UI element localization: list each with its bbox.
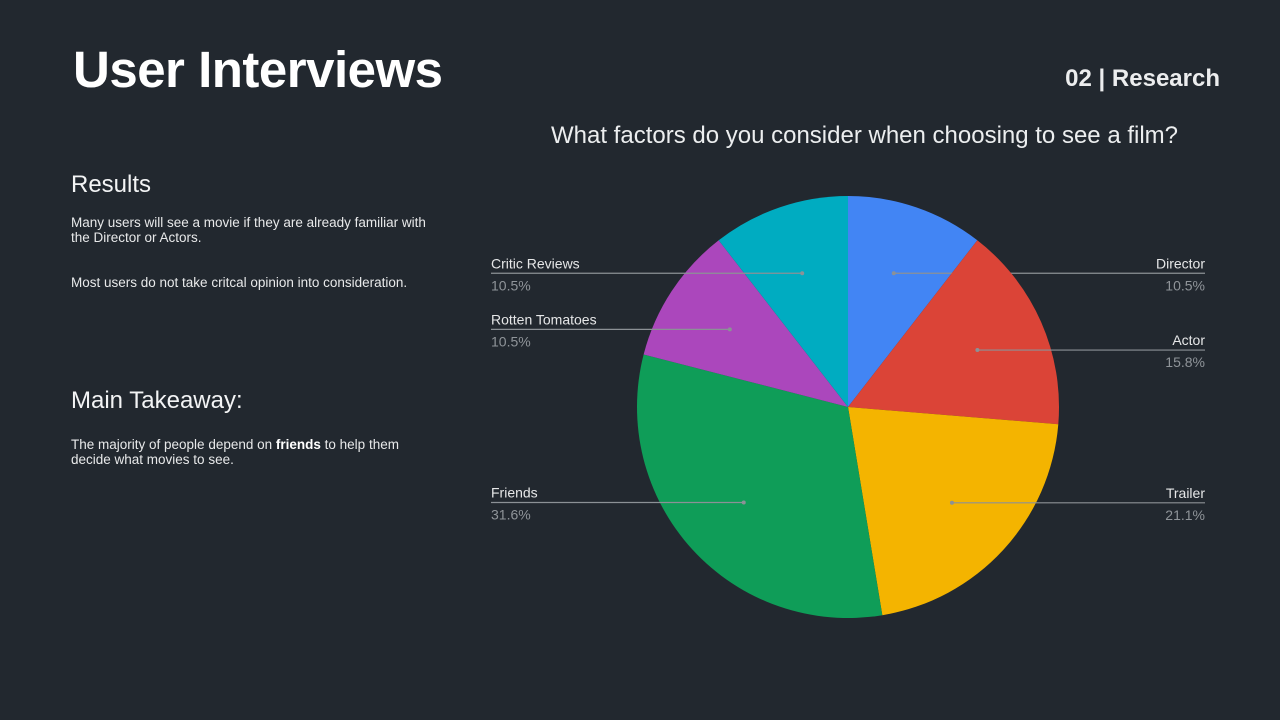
section-tag: 02 | Research: [1065, 65, 1220, 92]
takeaway-block: Main Takeaway: The majority of people de…: [71, 386, 441, 467]
results-paragraph-2: Most users do not take critcal opinion i…: [71, 275, 408, 290]
page-title: User Interviews: [73, 41, 443, 98]
pie-slice-actor: [848, 240, 1060, 425]
slice-percent-director: 10.5%: [1165, 277, 1205, 293]
chart-title: What factors do you consider when choosi…: [551, 122, 1178, 149]
results-block: Results Many users will see a movie if t…: [71, 170, 441, 290]
pie-slice-rotten-tomatoes: [643, 240, 848, 407]
slice-label-rotten-tomatoes: Rotten Tomatoes: [491, 311, 597, 327]
slice-label-friends: Friends: [491, 484, 538, 500]
callout-dot-friends: [741, 500, 746, 505]
takeaway-text-after: to help them decide what movies to see.: [71, 437, 399, 467]
slice-label-trailer: Trailer: [1166, 485, 1205, 501]
callout-dot-trailer: [949, 500, 954, 505]
callout-dot-rotten-tomatoes: [727, 327, 732, 332]
slice-label-critic-reviews: Critic Reviews: [491, 255, 580, 271]
slice-percent-critic-reviews: 10.5%: [491, 277, 531, 293]
slice-label-director: Director: [1156, 255, 1205, 271]
takeaway-paragraph: The majority of people depend on friends…: [71, 437, 441, 467]
pie-slice-critic-reviews: [718, 196, 848, 407]
callout-dot-critic-reviews: [800, 271, 805, 276]
slice-label-actor: Actor: [1172, 332, 1205, 348]
callout-dot-actor: [975, 348, 980, 353]
takeaway-heading: Main Takeaway:: [71, 387, 243, 414]
takeaway-text-before: The majority of people depend on: [71, 437, 276, 452]
pie-slice-trailer: [848, 407, 1059, 616]
slice-percent-rotten-tomatoes: 10.5%: [491, 333, 531, 349]
slice-percent-actor: 15.8%: [1165, 354, 1205, 370]
takeaway-emphasis: friends: [275, 437, 321, 452]
pie-slice-friends: [637, 354, 883, 618]
slice-percent-trailer: 21.1%: [1165, 507, 1205, 523]
results-paragraph-1: Many users will see a movie if they are …: [71, 215, 426, 245]
pie-slice-director: [848, 196, 978, 407]
results-heading: Results: [71, 171, 152, 198]
callout-dot-director: [891, 271, 896, 276]
slice-percent-friends: 31.6%: [491, 506, 531, 522]
